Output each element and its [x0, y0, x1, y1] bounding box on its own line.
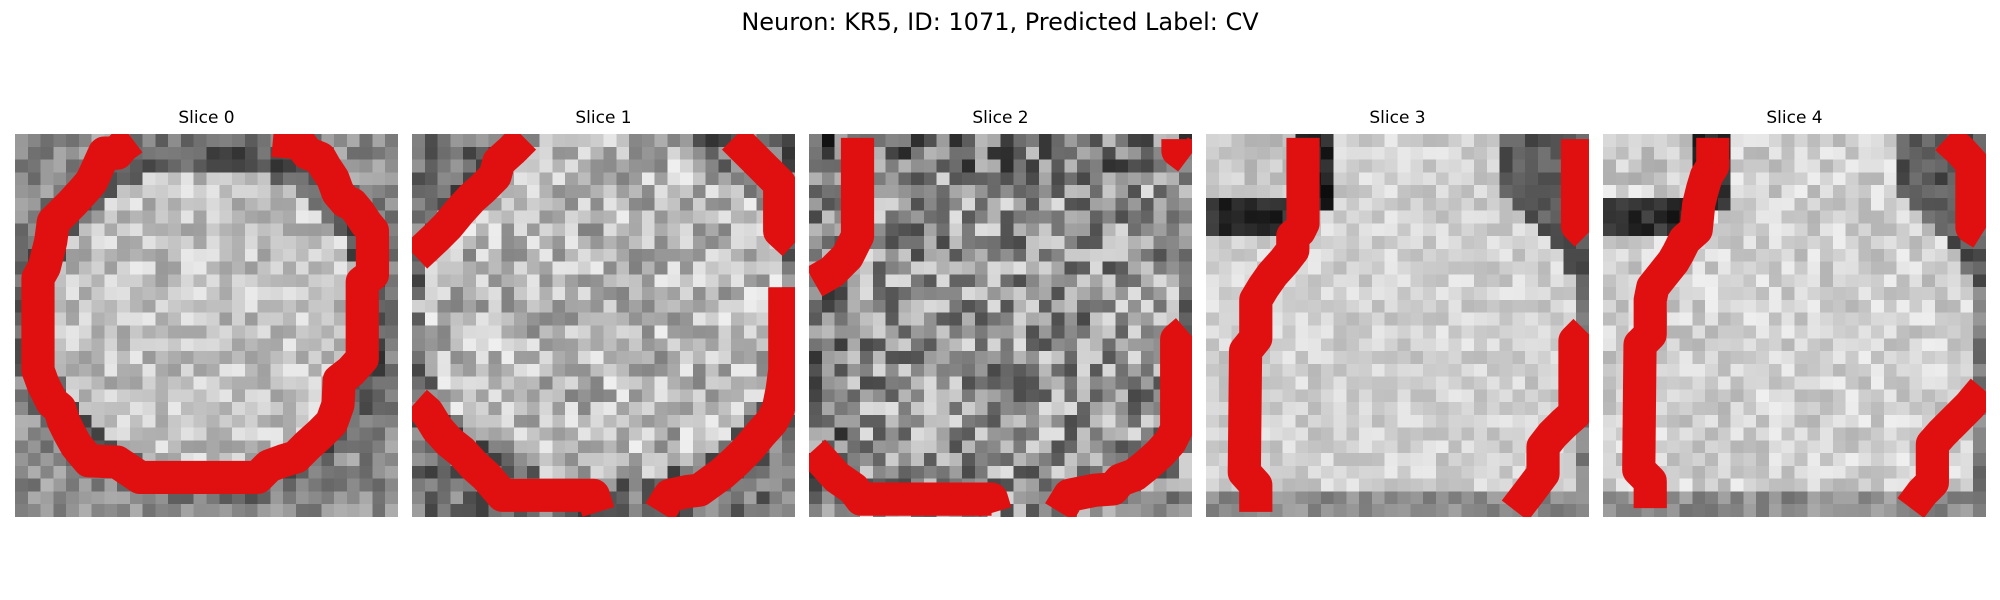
contour-0-a: [21, 134, 390, 495]
contour-2-c: [809, 439, 1012, 517]
contour-4-a: [1622, 137, 1730, 509]
slice-image-3: [1206, 134, 1589, 517]
slice-title-0: Slice 0: [178, 108, 235, 128]
contour-1-a: [412, 134, 537, 269]
contour-1-d: [645, 287, 795, 517]
slice-title-3: Slice 3: [1369, 108, 1426, 128]
slice-panel-4: Slice 4: [1603, 108, 1986, 518]
contour-2-a: [809, 137, 875, 297]
slice-panel-1: Slice 1: [412, 108, 795, 518]
slice-title-1: Slice 1: [575, 108, 632, 128]
slice-panel-3: Slice 3: [1206, 108, 1589, 518]
slice-panel-0: Slice 0: [15, 108, 398, 518]
slice-image-2: [809, 134, 1192, 517]
contour-1-b: [721, 134, 795, 257]
slice-image-4: [1603, 134, 1986, 517]
contour-2-b: [1161, 134, 1192, 172]
contour-2-d: [1045, 318, 1192, 517]
slice-title-4: Slice 4: [1766, 108, 1823, 128]
slice-image-0: [15, 134, 398, 517]
slice-panel-2: Slice 2: [809, 108, 1192, 518]
contour-3-c: [1501, 318, 1589, 517]
contour-4-b: [1935, 134, 1986, 248]
slice-image-1: [412, 134, 795, 517]
contour-4-c: [1897, 378, 1986, 517]
contour-1-c: [412, 389, 615, 517]
contour-3-b: [1560, 139, 1589, 247]
slice-title-2: Slice 2: [972, 108, 1029, 128]
figure-title: Neuron: KR5, ID: 1071, Predicted Label: …: [741, 8, 1259, 36]
contour-3-a: [1227, 137, 1320, 512]
slice-pixels-4: [1603, 134, 1986, 517]
